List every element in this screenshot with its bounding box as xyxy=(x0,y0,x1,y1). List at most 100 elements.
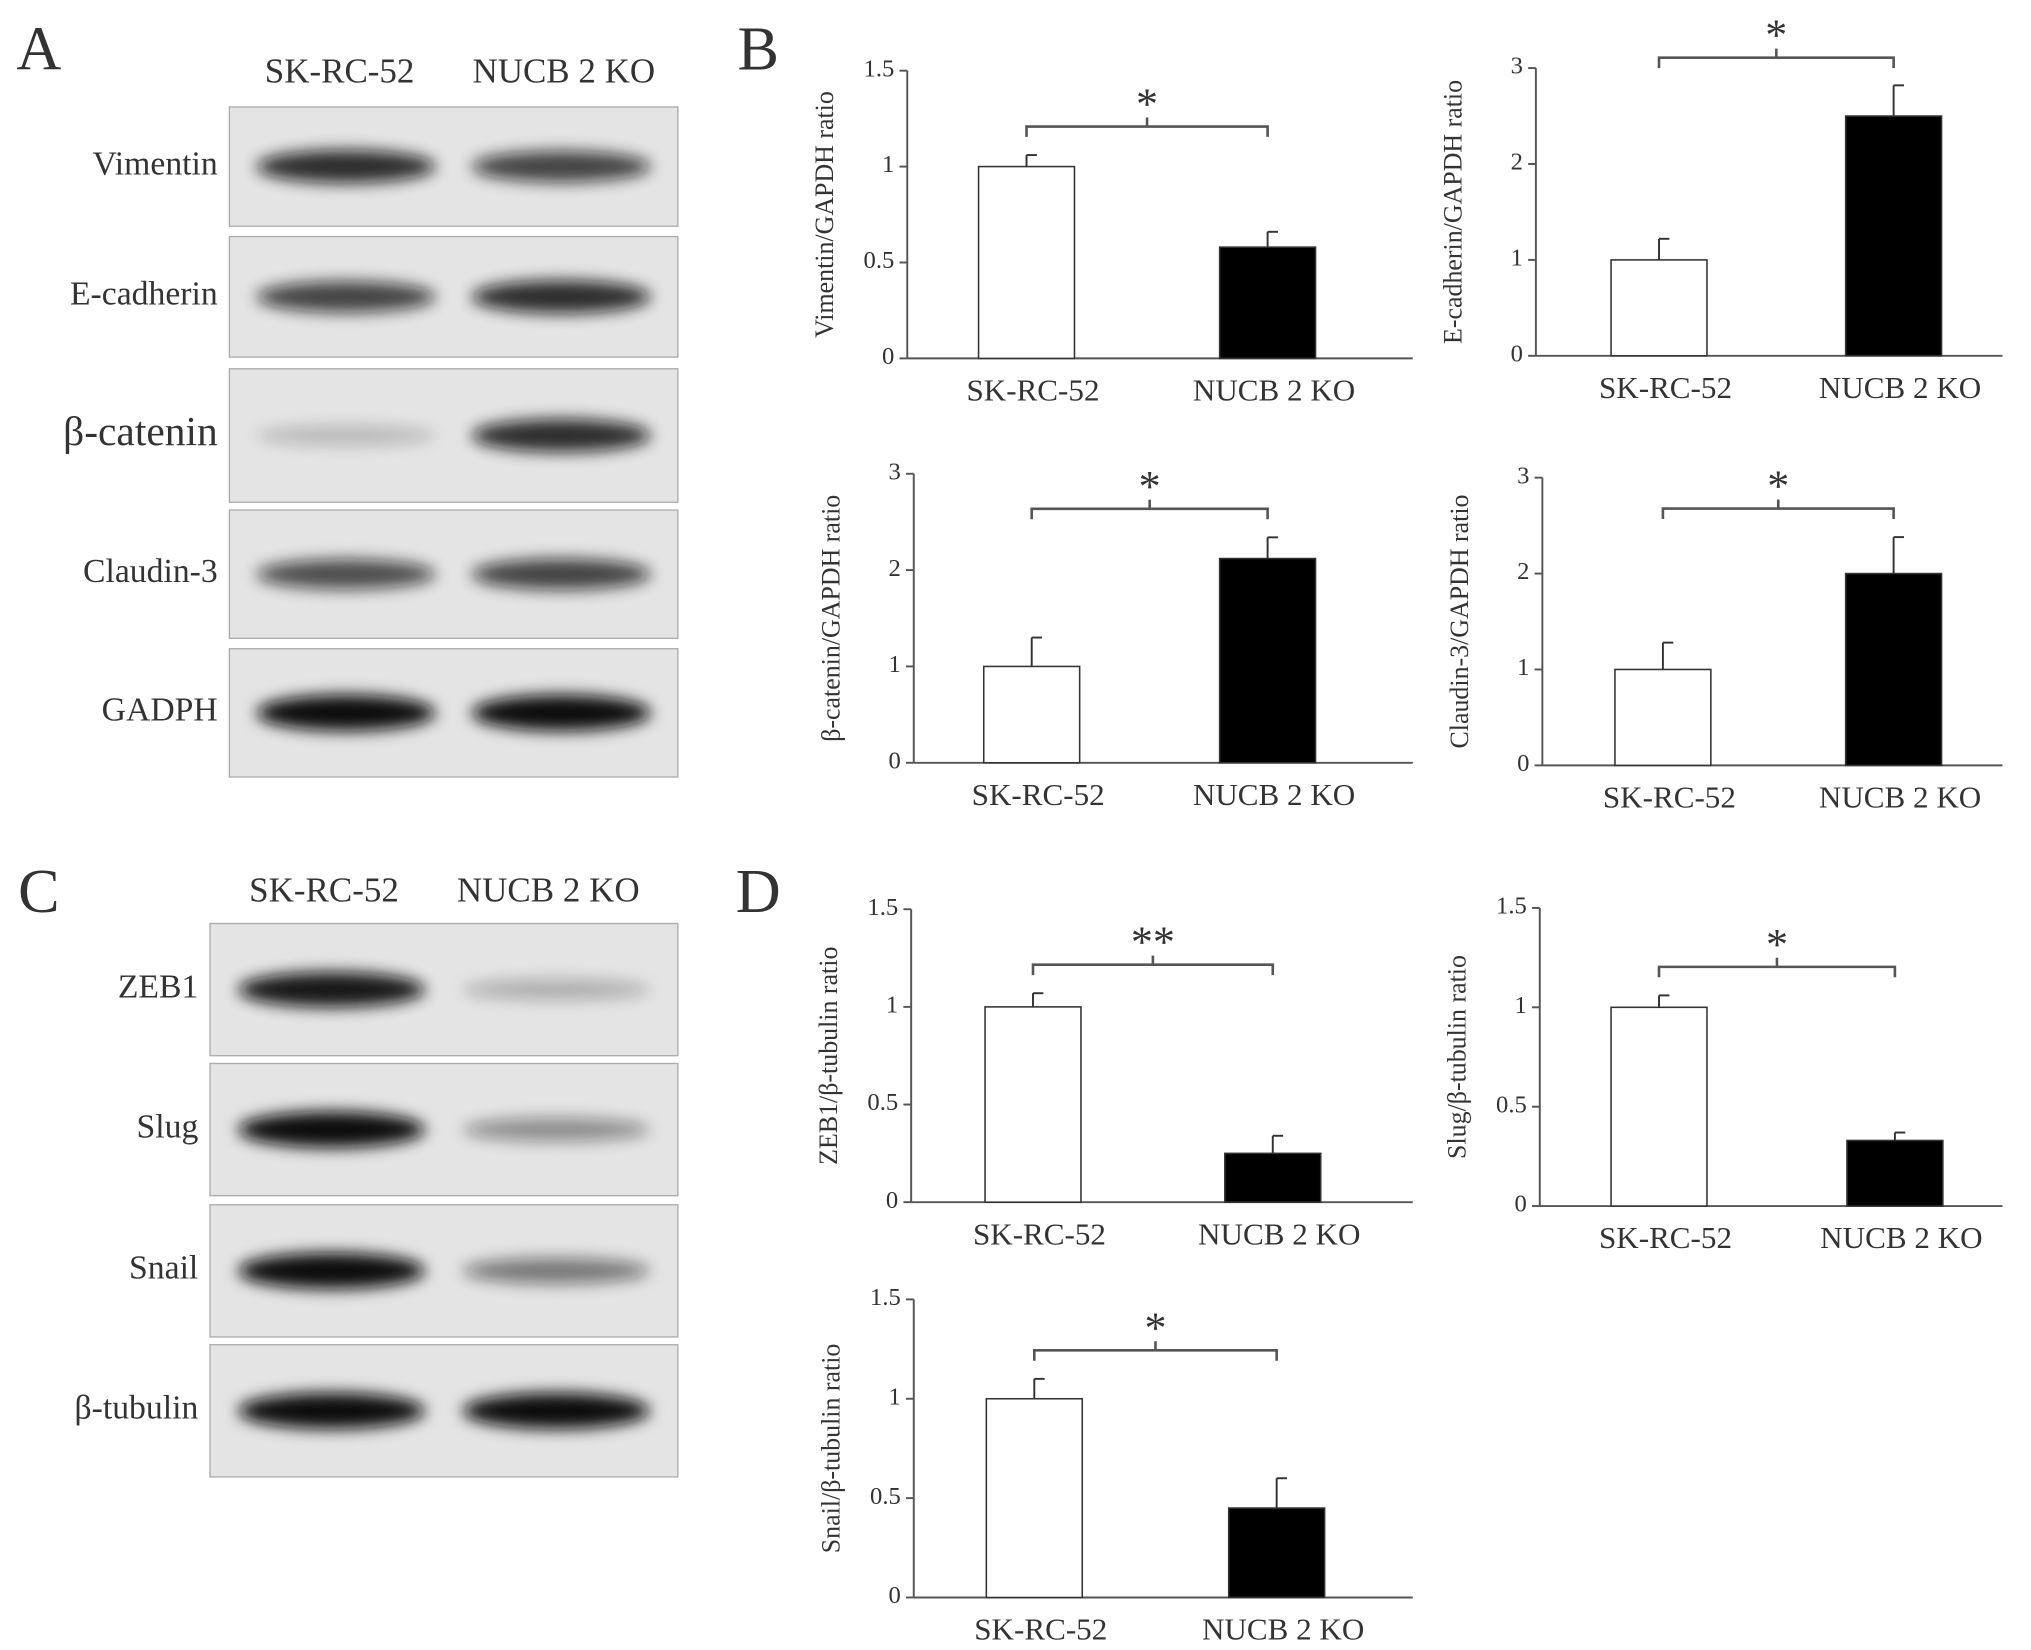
bar xyxy=(985,1397,1084,1599)
panel-letter: A xyxy=(16,15,61,83)
blot-row-label: β-tubulin xyxy=(74,1390,198,1427)
blot-column-label: NUCB 2 KO xyxy=(457,871,640,910)
x-tick-label: NUCB 2 KO xyxy=(1820,1220,1982,1255)
y-axis-label: Slug/β-tubulin ratio xyxy=(1442,955,1471,1159)
x-tick-label: SK-RC-52 xyxy=(974,1612,1107,1647)
bar xyxy=(1224,1152,1322,1203)
y-tick-label: 1 xyxy=(1515,992,1527,1019)
significance-label: * xyxy=(1767,462,1789,511)
x-tick-label: NUCB 2 KO xyxy=(1202,1612,1364,1647)
y-axis-label: Claudin-3/GAPDH ratio xyxy=(1445,495,1474,749)
panel-letter: B xyxy=(737,15,779,83)
x-tick-label: SK-RC-52 xyxy=(1599,370,1732,405)
blot-band xyxy=(256,559,436,590)
blot-band xyxy=(462,1117,650,1142)
x-tick-label: SK-RC-52 xyxy=(1599,1220,1732,1255)
y-tick-label: 0.5 xyxy=(867,1089,898,1116)
bar xyxy=(982,665,1081,764)
y-tick-label: 1 xyxy=(1517,654,1529,681)
significance-bracket xyxy=(1661,499,1895,519)
significance-bracket xyxy=(1030,499,1269,520)
bar xyxy=(1610,1006,1708,1207)
blot-band xyxy=(462,979,650,1000)
bar xyxy=(984,1006,1082,1203)
y-axis-label: Vimentin/GAPDH ratio xyxy=(810,91,839,338)
significance-bracket xyxy=(1657,957,1897,978)
blot-row-label: ZEB1 xyxy=(118,968,198,1005)
x-tick-label: NUCB 2 KO xyxy=(1819,780,1981,815)
y-tick-label: 1.5 xyxy=(864,55,895,82)
panel-letter: D xyxy=(736,858,781,926)
blot-row-label: Slug xyxy=(137,1108,199,1145)
y-tick-label: 1 xyxy=(882,151,894,178)
blot-row-label: E-cadherin xyxy=(70,276,218,313)
y-axis-label: Snail/β-tubulin ratio xyxy=(816,1344,845,1554)
blot-band xyxy=(471,418,651,453)
bar xyxy=(1844,115,1943,357)
y-tick-label: 1 xyxy=(1511,245,1523,272)
y-tick-label: 1 xyxy=(888,1383,900,1410)
significance-bracket xyxy=(1032,1341,1278,1361)
y-tick-label: 0 xyxy=(888,1582,900,1609)
y-tick-label: 1.5 xyxy=(870,1284,901,1311)
blot-column-label: NUCB 2 KO xyxy=(472,52,655,91)
y-tick-label: 2 xyxy=(1517,558,1529,585)
y-tick-label: 1 xyxy=(886,992,898,1019)
x-tick-label: SK-RC-52 xyxy=(973,1216,1106,1251)
y-tick-label: 3 xyxy=(1511,53,1523,80)
significance-bracket xyxy=(1657,48,1895,69)
blot-band xyxy=(238,971,426,1008)
bar xyxy=(977,165,1076,360)
significance-label: * xyxy=(1144,1303,1166,1352)
y-tick-label: 0 xyxy=(1515,1191,1527,1218)
significance-label: * xyxy=(1139,462,1161,511)
significance-label: * xyxy=(1136,80,1158,129)
blot-band xyxy=(238,1111,426,1148)
blot-band xyxy=(256,149,436,184)
y-tick-label: 0 xyxy=(1517,750,1529,777)
blot-row-label: Snail xyxy=(129,1250,198,1287)
y-tick-label: 0.5 xyxy=(1496,1091,1527,1118)
y-tick-label: 3 xyxy=(1517,462,1529,489)
y-tick-label: 0.5 xyxy=(870,1483,901,1510)
y-axis-label: E-cadherin/GAPDH ratio xyxy=(1438,80,1467,344)
x-tick-label: NUCB 2 KO xyxy=(1198,1216,1360,1251)
blot-band xyxy=(256,694,436,732)
panel-letter: C xyxy=(18,858,59,926)
blot-band xyxy=(256,425,436,446)
blot-band xyxy=(238,1392,426,1429)
blot-band xyxy=(256,281,436,313)
bar xyxy=(1218,246,1317,360)
blot-row-label: β-catenin xyxy=(63,408,218,454)
bar xyxy=(1614,668,1712,767)
y-tick-label: 0 xyxy=(888,747,900,774)
blot-column-label: SK-RC-52 xyxy=(249,871,399,910)
significance-label: * xyxy=(1765,11,1787,60)
y-axis-label: ZEB1/β-tubulin ratio xyxy=(814,947,843,1165)
y-tick-label: 0 xyxy=(886,1187,898,1214)
x-tick-label: SK-RC-52 xyxy=(966,373,1099,408)
blot-band xyxy=(462,1257,650,1284)
blot-band xyxy=(471,280,651,314)
significance-bracket xyxy=(1031,955,1275,976)
y-tick-label: 1 xyxy=(888,651,900,678)
bar xyxy=(1846,1139,1944,1207)
y-tick-label: 2 xyxy=(1511,149,1523,176)
blot-row-label: GADPH xyxy=(102,692,218,729)
significance-label: * xyxy=(1766,920,1788,969)
x-tick-label: NUCB 2 KO xyxy=(1193,777,1355,812)
significance-bracket xyxy=(1025,117,1269,137)
blot-row-label: Claudin-3 xyxy=(83,553,218,590)
y-tick-label: 1.5 xyxy=(867,894,898,921)
y-tick-label: 0 xyxy=(882,343,894,370)
y-tick-label: 0 xyxy=(1511,340,1523,367)
x-tick-label: NUCB 2 KO xyxy=(1819,370,1981,405)
significance-label: ** xyxy=(1131,918,1175,967)
bar xyxy=(1218,557,1317,764)
blot-row-label: Vimentin xyxy=(93,145,218,182)
bar xyxy=(1844,572,1943,767)
x-tick-label: NUCB 2 KO xyxy=(1193,373,1355,408)
y-tick-label: 3 xyxy=(888,458,900,485)
x-tick-label: SK-RC-52 xyxy=(972,777,1105,812)
